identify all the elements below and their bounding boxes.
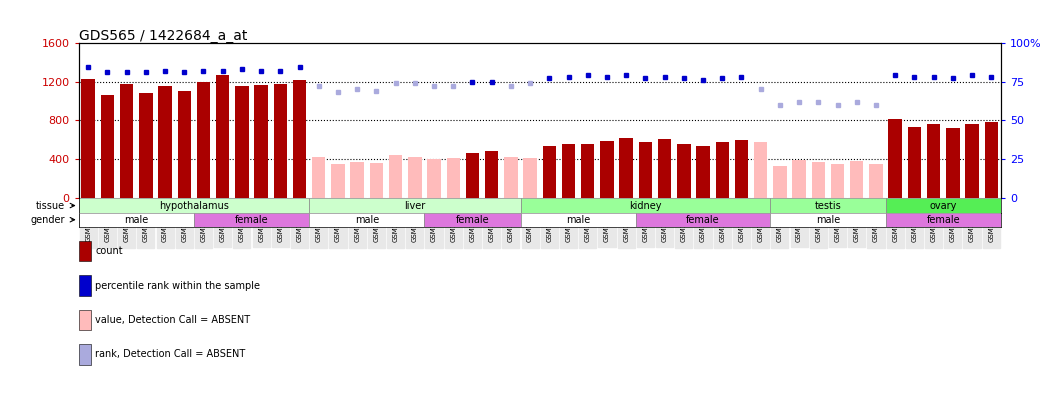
Bar xyxy=(79,213,194,227)
Bar xyxy=(984,122,998,198)
Bar xyxy=(677,144,691,198)
Bar xyxy=(350,162,364,198)
Text: female: female xyxy=(686,215,720,225)
Bar xyxy=(79,198,309,213)
Bar xyxy=(485,151,499,198)
Bar xyxy=(886,198,1001,213)
Text: liver: liver xyxy=(405,200,425,211)
Bar xyxy=(428,159,441,198)
Bar xyxy=(581,144,594,198)
Text: female: female xyxy=(235,215,268,225)
Text: count: count xyxy=(95,246,123,256)
Bar xyxy=(446,158,460,198)
Text: male: male xyxy=(815,215,840,225)
Text: testis: testis xyxy=(814,200,842,211)
Bar xyxy=(965,124,979,198)
Bar xyxy=(869,164,882,198)
Bar xyxy=(158,86,172,198)
Bar xyxy=(312,157,326,198)
Bar xyxy=(389,155,402,198)
Bar xyxy=(197,81,211,198)
Bar xyxy=(82,79,95,198)
Bar xyxy=(216,75,230,198)
Bar xyxy=(601,141,614,198)
Text: ovary: ovary xyxy=(930,200,957,211)
Bar xyxy=(331,164,345,198)
Text: hypothalamus: hypothalamus xyxy=(159,200,228,211)
Bar xyxy=(274,84,287,198)
Bar xyxy=(926,124,940,198)
Bar xyxy=(850,162,864,198)
Bar xyxy=(543,146,556,198)
Text: male: male xyxy=(566,215,590,225)
Text: percentile rank within the sample: percentile rank within the sample xyxy=(95,281,260,290)
Bar xyxy=(831,164,845,198)
Text: gender: gender xyxy=(30,215,65,225)
Bar xyxy=(770,198,886,213)
Bar xyxy=(139,93,153,198)
Bar xyxy=(754,142,767,198)
Bar xyxy=(309,213,424,227)
Bar xyxy=(946,128,960,198)
Bar xyxy=(255,85,268,198)
Bar xyxy=(177,91,191,198)
Bar xyxy=(309,198,521,213)
Bar xyxy=(370,163,384,198)
Text: tissue: tissue xyxy=(36,200,65,211)
Bar xyxy=(696,146,709,198)
Bar xyxy=(638,142,652,198)
Text: female: female xyxy=(926,215,960,225)
Bar xyxy=(119,84,133,198)
Bar xyxy=(562,144,575,198)
Bar xyxy=(504,157,518,198)
Bar xyxy=(521,198,770,213)
Text: GDS565 / 1422684_a_at: GDS565 / 1422684_a_at xyxy=(79,28,247,43)
Bar xyxy=(735,140,748,198)
Bar xyxy=(908,127,921,198)
Text: rank, Detection Call = ABSENT: rank, Detection Call = ABSENT xyxy=(95,350,245,359)
Bar xyxy=(292,80,306,198)
Bar xyxy=(658,139,672,198)
Bar xyxy=(716,142,729,198)
Bar xyxy=(521,213,636,227)
Bar xyxy=(773,166,787,198)
Bar xyxy=(235,86,248,198)
Bar xyxy=(523,158,537,198)
Bar xyxy=(636,213,770,227)
Text: female: female xyxy=(456,215,489,225)
Text: value, Detection Call = ABSENT: value, Detection Call = ABSENT xyxy=(95,315,250,325)
Bar xyxy=(619,138,633,198)
Bar xyxy=(465,153,479,198)
Bar xyxy=(889,119,902,198)
Bar xyxy=(194,213,309,227)
Bar xyxy=(770,213,886,227)
Text: male: male xyxy=(124,215,149,225)
Bar xyxy=(408,157,421,198)
Bar xyxy=(424,213,521,227)
Bar xyxy=(101,95,114,198)
Bar xyxy=(886,213,1001,227)
Text: kidney: kidney xyxy=(629,200,661,211)
Text: male: male xyxy=(354,215,379,225)
Bar xyxy=(792,160,806,198)
Bar xyxy=(811,162,825,198)
